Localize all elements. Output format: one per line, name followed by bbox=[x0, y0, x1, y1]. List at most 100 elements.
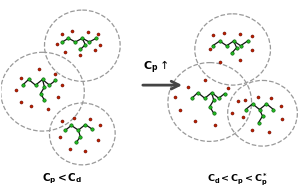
Point bbox=[209, 91, 214, 94]
Point bbox=[63, 129, 68, 132]
Point bbox=[93, 49, 98, 52]
Point bbox=[249, 49, 254, 52]
Point bbox=[250, 102, 255, 105]
Point bbox=[18, 101, 23, 104]
Point bbox=[269, 97, 274, 100]
Point bbox=[224, 44, 229, 47]
Point bbox=[66, 37, 71, 40]
Point bbox=[72, 116, 77, 119]
Point bbox=[202, 79, 207, 82]
Point bbox=[56, 96, 61, 99]
Point bbox=[46, 107, 51, 110]
Point bbox=[280, 117, 285, 120]
Point bbox=[202, 97, 207, 100]
Point bbox=[74, 141, 79, 144]
Point bbox=[271, 108, 276, 111]
Point bbox=[212, 123, 217, 126]
Point bbox=[257, 108, 262, 111]
Point bbox=[225, 86, 230, 89]
Point bbox=[267, 131, 272, 134]
Point bbox=[53, 72, 58, 75]
Point bbox=[78, 135, 83, 138]
Point bbox=[207, 48, 212, 51]
Point bbox=[243, 108, 248, 111]
Point bbox=[235, 100, 240, 103]
Point bbox=[221, 31, 226, 34]
Point bbox=[68, 147, 73, 150]
Point bbox=[13, 88, 18, 91]
Point bbox=[60, 119, 65, 122]
Point bbox=[42, 85, 47, 88]
Point bbox=[207, 105, 212, 108]
Point bbox=[60, 32, 65, 35]
Point bbox=[40, 78, 45, 81]
Point bbox=[237, 58, 242, 61]
Point bbox=[70, 29, 75, 32]
Text: $\mathbf{C_p}\uparrow$: $\mathbf{C_p}\uparrow$ bbox=[143, 58, 168, 76]
Point bbox=[245, 40, 250, 43]
Point bbox=[47, 84, 52, 87]
Point bbox=[210, 34, 215, 37]
Point bbox=[28, 104, 33, 107]
Point bbox=[211, 99, 216, 102]
Point bbox=[249, 129, 254, 132]
Point bbox=[83, 149, 88, 152]
Point bbox=[98, 43, 103, 46]
Point bbox=[240, 115, 245, 119]
Point bbox=[238, 44, 243, 47]
Point bbox=[172, 96, 177, 99]
Point bbox=[256, 121, 261, 124]
Point bbox=[237, 32, 242, 35]
Point bbox=[279, 104, 284, 107]
Text: $\mathbf{C_p < C_d}$: $\mathbf{C_p < C_d}$ bbox=[42, 171, 83, 186]
Point bbox=[18, 76, 23, 79]
Point bbox=[94, 37, 99, 40]
Point bbox=[217, 40, 222, 43]
Point bbox=[96, 32, 101, 35]
Point bbox=[76, 129, 81, 132]
Point bbox=[63, 51, 68, 54]
Point bbox=[264, 102, 269, 105]
Point bbox=[98, 124, 103, 127]
Point bbox=[231, 40, 236, 43]
Point bbox=[222, 92, 227, 95]
Point bbox=[60, 40, 65, 43]
Point bbox=[90, 128, 95, 131]
Point bbox=[83, 123, 88, 126]
Point bbox=[211, 112, 216, 115]
Point bbox=[242, 99, 247, 102]
Text: $\mathbf{C_d < C_p < C_p^*}$: $\mathbf{C_d < C_p < C_p^*}$ bbox=[207, 171, 268, 187]
Point bbox=[83, 43, 88, 46]
Point bbox=[229, 112, 234, 115]
Point bbox=[80, 37, 85, 40]
Point bbox=[249, 35, 254, 38]
Point bbox=[33, 84, 38, 87]
Point bbox=[177, 108, 182, 111]
Point bbox=[38, 92, 43, 95]
Point bbox=[234, 46, 239, 49]
Point bbox=[216, 97, 221, 100]
Point bbox=[87, 40, 92, 43]
Point bbox=[73, 40, 78, 43]
Point bbox=[185, 85, 190, 88]
Point bbox=[96, 138, 101, 141]
Point bbox=[36, 68, 41, 71]
Point bbox=[210, 44, 215, 47]
Point bbox=[260, 115, 265, 118]
Point bbox=[192, 119, 197, 122]
Point bbox=[217, 60, 222, 63]
Point bbox=[58, 135, 63, 138]
Point bbox=[88, 117, 93, 120]
Point bbox=[69, 124, 74, 127]
Point bbox=[53, 79, 58, 82]
Point bbox=[229, 52, 234, 55]
Point bbox=[78, 54, 83, 57]
Point bbox=[60, 84, 65, 87]
Point bbox=[86, 30, 91, 33]
Point bbox=[20, 84, 25, 87]
Point bbox=[42, 99, 47, 102]
Point bbox=[195, 91, 200, 94]
Point bbox=[189, 97, 194, 100]
Point bbox=[55, 42, 60, 45]
Point bbox=[255, 96, 260, 99]
